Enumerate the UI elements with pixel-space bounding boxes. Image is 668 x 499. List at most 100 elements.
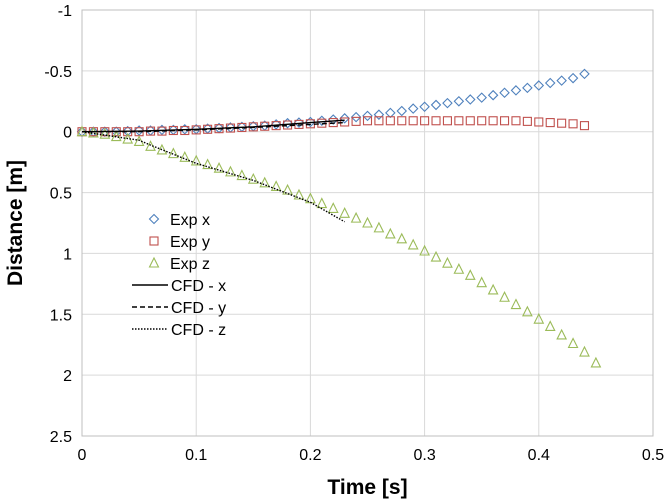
data-point: [590, 356, 602, 368]
data-point: [557, 118, 567, 128]
data-point: [374, 116, 384, 126]
data-point: [556, 328, 568, 340]
data-point: [110, 130, 122, 142]
data-point: [213, 161, 225, 173]
data-point: [579, 345, 590, 357]
data-point: [521, 305, 533, 317]
data-point: [431, 116, 441, 126]
data-point: [465, 94, 476, 105]
data-point: [499, 291, 510, 302]
series-line: [82, 121, 345, 133]
data-point: [190, 154, 202, 166]
data-point: [465, 116, 475, 126]
data-point: [362, 216, 373, 228]
data-point: [373, 109, 385, 120]
data-point: [522, 116, 532, 126]
data-series: [76, 68, 602, 368]
data-point: [442, 116, 452, 126]
data-point: [408, 116, 418, 126]
data-point: [396, 232, 408, 244]
x-tick-label: 0.2: [299, 447, 321, 464]
data-point: [156, 124, 168, 136]
data-point: [316, 197, 328, 209]
data-point: [533, 80, 545, 91]
data-point: [247, 172, 259, 184]
data-point: [350, 111, 362, 123]
series-line: [81, 119, 345, 133]
data-point: [545, 118, 555, 128]
y-tick-label: -0.5: [44, 64, 72, 81]
data-point: [487, 89, 499, 101]
legend-symbol: [148, 256, 160, 268]
data-point: [225, 165, 236, 177]
data-point: [407, 238, 419, 250]
data-point: [282, 117, 293, 129]
data-point: [270, 180, 282, 192]
data-point: [454, 116, 464, 126]
grid-lines: [81, 9, 654, 437]
tick-labels: 0 0.1 0.2 0.3 0.4 0.5 -1 -0.5 0 0.5 1 1.5 2 2.5: [44, 3, 664, 464]
data-point: [510, 85, 522, 96]
series-cfd-x: [81, 119, 345, 133]
x-tick-label: 0.1: [185, 447, 207, 464]
legend-item: Exp x: [148, 212, 210, 229]
data-point: [270, 119, 282, 130]
data-point: [567, 72, 579, 84]
x-tick-label: 0.5: [642, 447, 664, 464]
legend-label: CFD - z: [171, 322, 226, 339]
y-tick-label: 0.5: [50, 186, 72, 203]
x-tick-label: 0.4: [528, 447, 550, 464]
data-point: [340, 117, 350, 127]
data-point: [568, 119, 578, 129]
data-point: [419, 244, 430, 256]
y-tick-label: 0: [63, 125, 72, 142]
data-point: [351, 116, 361, 126]
data-point: [350, 211, 362, 223]
data-point: [179, 151, 191, 162]
data-point: [156, 143, 168, 155]
data-point: [442, 97, 453, 109]
data-point: [305, 116, 316, 128]
data-point: [362, 110, 373, 122]
data-point: [533, 312, 545, 324]
data-point: [430, 99, 442, 111]
data-point: [487, 283, 499, 295]
legend-item: Exp y: [149, 234, 210, 251]
series-cfd-y: [82, 121, 345, 133]
data-point: [464, 269, 476, 280]
y-tick-label: 1: [63, 246, 72, 263]
data-point: [522, 82, 533, 94]
data-point: [420, 116, 430, 126]
data-point: [327, 202, 339, 213]
legend-label: CFD - y: [171, 300, 226, 317]
data-point: [385, 107, 396, 119]
data-point: [419, 101, 430, 113]
y-tick-label: 2: [63, 368, 72, 385]
legend: Exp x Exp y Exp z CFD - x CFD - y CFD - z: [132, 212, 226, 339]
data-point: [499, 87, 510, 99]
x-tick-label: 0.3: [413, 447, 435, 464]
data-point: [499, 116, 510, 126]
data-point: [476, 92, 487, 103]
data-point: [259, 176, 271, 188]
data-point: [293, 188, 305, 200]
data-point: [544, 320, 556, 332]
data-point: [339, 207, 351, 218]
legend-label: Exp x: [170, 212, 210, 229]
data-point: [133, 125, 145, 136]
data-point: [556, 75, 567, 86]
y-axis-title: Distance [m]: [4, 160, 27, 286]
data-point: [511, 116, 521, 126]
y-tick-label: -1: [58, 3, 72, 20]
data-point: [430, 250, 442, 262]
series-cfd-z: [81, 131, 346, 223]
data-point: [167, 147, 179, 159]
legend-item: CFD - y: [132, 300, 226, 317]
data-point: [477, 116, 487, 126]
series-exp-y: [77, 116, 590, 137]
data-point: [99, 127, 111, 139]
data-point: [202, 158, 214, 170]
data-point: [385, 116, 395, 126]
data-point: [328, 118, 338, 128]
